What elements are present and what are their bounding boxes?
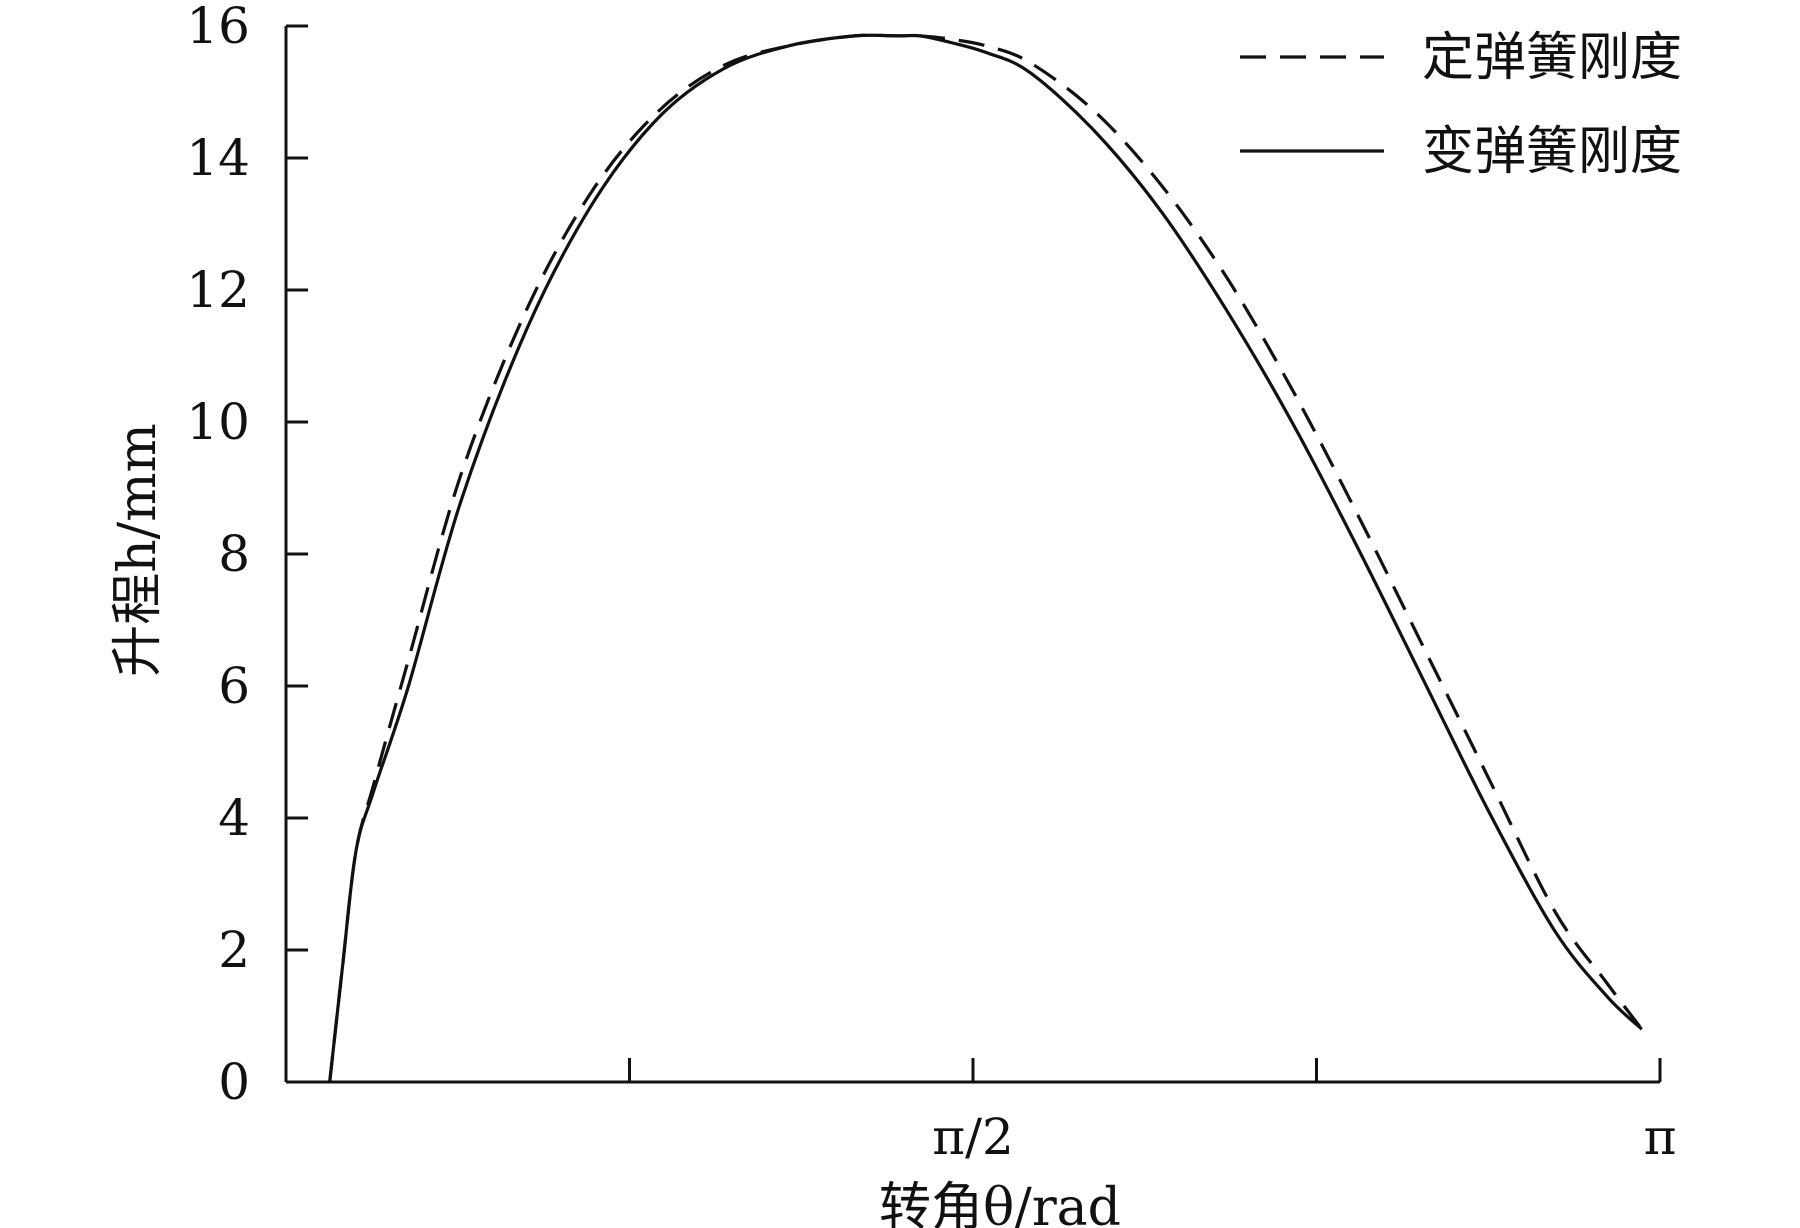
series-line-solid [328, 33, 1643, 1083]
y-tick-label: 0 [218, 1053, 250, 1111]
axes [284, 26, 1660, 1084]
x-tick-label: π/2 [932, 1108, 1014, 1166]
y-tick-label: 10 [186, 393, 250, 451]
y-axis-title: 升程h/mm [108, 423, 168, 677]
y-tick-label: 8 [218, 525, 250, 583]
series-layer [328, 33, 1644, 1083]
y-tick-label: 14 [186, 129, 250, 187]
x-ticks: π/2 π [628, 1058, 1677, 1166]
y-tick-label: 4 [218, 789, 250, 847]
series-line-dashed [328, 33, 1644, 1083]
x-axis-title: 转角θ/rad [879, 1178, 1121, 1228]
y-ticks: 0 2 4 6 8 10 12 14 16 [186, 0, 308, 1111]
y-tick-label: 6 [218, 657, 250, 715]
legend-label: 定弹簧刚度 [1422, 28, 1682, 88]
y-tick-label: 16 [186, 0, 250, 55]
legend-label: 变弹簧刚度 [1422, 122, 1682, 182]
x-tick-label: π [1644, 1108, 1677, 1166]
y-tick-label: 2 [218, 921, 250, 979]
y-tick-label: 12 [186, 261, 250, 319]
